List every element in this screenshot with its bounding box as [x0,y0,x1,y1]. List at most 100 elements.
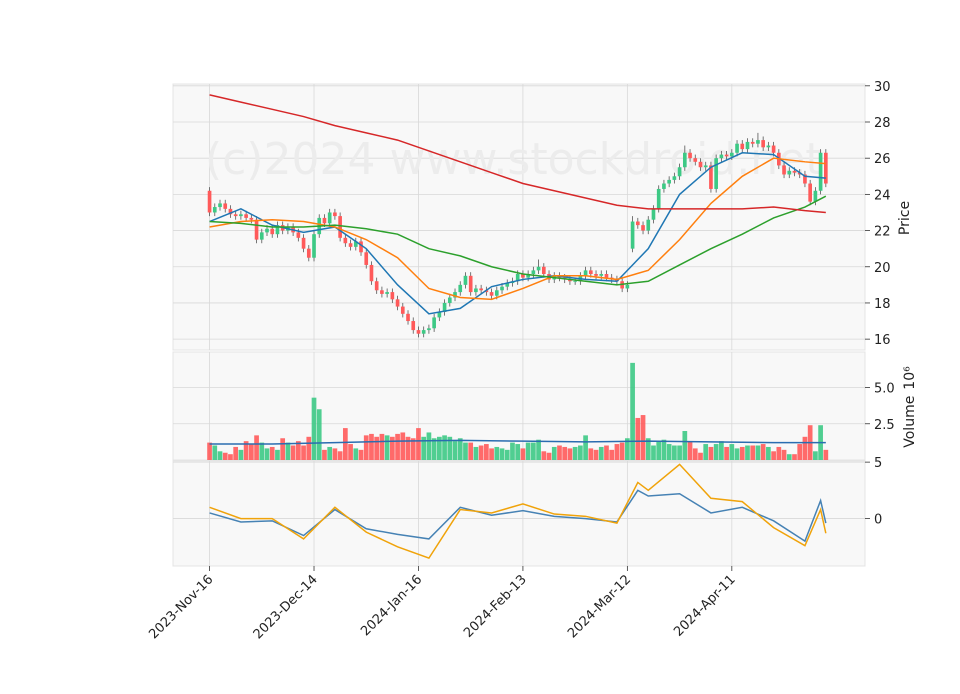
volume-bar [766,446,771,460]
candle-body [583,270,588,276]
candle-body [348,243,353,247]
volume-bar [442,435,447,460]
volume-bar [452,441,458,460]
volume-bar [332,448,338,460]
volume-bar [593,449,599,460]
candle-body [500,286,504,291]
candle-body [568,279,572,282]
volume-bar [504,449,510,460]
volume-bar [410,438,416,460]
candle-body [301,237,306,249]
candle-body [750,141,755,144]
candle-body [312,234,316,258]
candle-body [333,212,337,217]
volume-bar [525,442,531,460]
volume-bar [311,397,317,460]
candle-body [677,167,682,177]
candle-body [364,252,369,265]
volume-bar [395,433,400,460]
volume-bar [233,446,239,460]
candle-body [474,288,478,293]
candle-body [719,154,724,159]
candle-body [740,143,745,150]
candle-body [359,241,363,253]
volume-bar [478,445,484,460]
candle-body [515,274,520,282]
volume-bar [578,445,583,460]
x-tick-label: 2023-Nov-16 [146,572,216,642]
volume-bar [739,446,745,460]
candle-body [212,207,217,213]
volume-bar [776,446,782,460]
candle-body [526,274,530,278]
candle-body [380,290,384,294]
candle-body [672,176,677,180]
y-tick-label: 16 [874,333,891,348]
candle-body [703,165,708,168]
candle-body [693,158,698,162]
candle-body [651,208,656,220]
volume-bar [342,428,348,460]
y-tick-label: 5 [874,456,882,471]
volume-bar [280,438,286,460]
volume-bar [536,439,541,460]
y-tick-label: 5.0 [874,382,895,397]
volume-bar [734,448,740,460]
candle-body [239,214,243,217]
candle-body [505,283,510,287]
candle-body [244,214,248,218]
volume-bar [792,454,797,460]
candle-body [588,270,593,274]
candle-body [625,284,630,289]
volume-bar [588,448,594,460]
volume-bar [217,451,223,460]
volume-bar [797,444,803,460]
volume-bar [557,445,562,460]
volume-bar [484,444,489,460]
volume-bar [264,448,270,460]
volume-bar [645,438,651,460]
candle-body [343,237,348,244]
volume-bar [656,441,662,460]
candle-body [573,281,577,283]
volume-bar [666,444,672,460]
volume-bar [228,454,233,460]
candle-body [400,306,405,314]
volume-bar [306,436,312,460]
line-series [209,439,826,445]
candle-body [824,152,828,184]
y-tick-label: 18 [874,297,891,312]
volume-bar [823,449,829,460]
volume-bar [322,449,327,460]
candle-body [395,299,400,307]
candle-body [714,158,718,189]
volume-bar [468,442,474,460]
volume-bar [786,454,792,460]
candle-body [427,328,431,331]
candle-body [745,141,750,150]
candle-body [761,140,765,148]
candle-body [688,152,692,159]
volume-bar [337,451,343,460]
volume-bar [457,438,463,460]
candle-body [411,321,416,331]
volume-bar [463,442,468,460]
volume-bar [813,451,818,460]
volume-bar [285,442,291,460]
volume-bar [708,446,714,460]
volume-bar [384,435,390,460]
y-tick-label: 24 [874,188,891,203]
x-tick-label: 2024-Jan-16 [358,572,425,639]
line-series [209,157,826,301]
volume-bar [677,445,682,460]
volume-bar [222,452,228,460]
candle-body [442,302,447,312]
volume-bar [295,441,301,460]
indicator-panel [172,460,866,567]
candle-body [635,221,640,226]
candle-body [249,217,254,220]
volume-bar [781,449,787,460]
candle-body [531,270,536,274]
volume-bar [771,451,776,460]
volume-bar [531,442,536,460]
